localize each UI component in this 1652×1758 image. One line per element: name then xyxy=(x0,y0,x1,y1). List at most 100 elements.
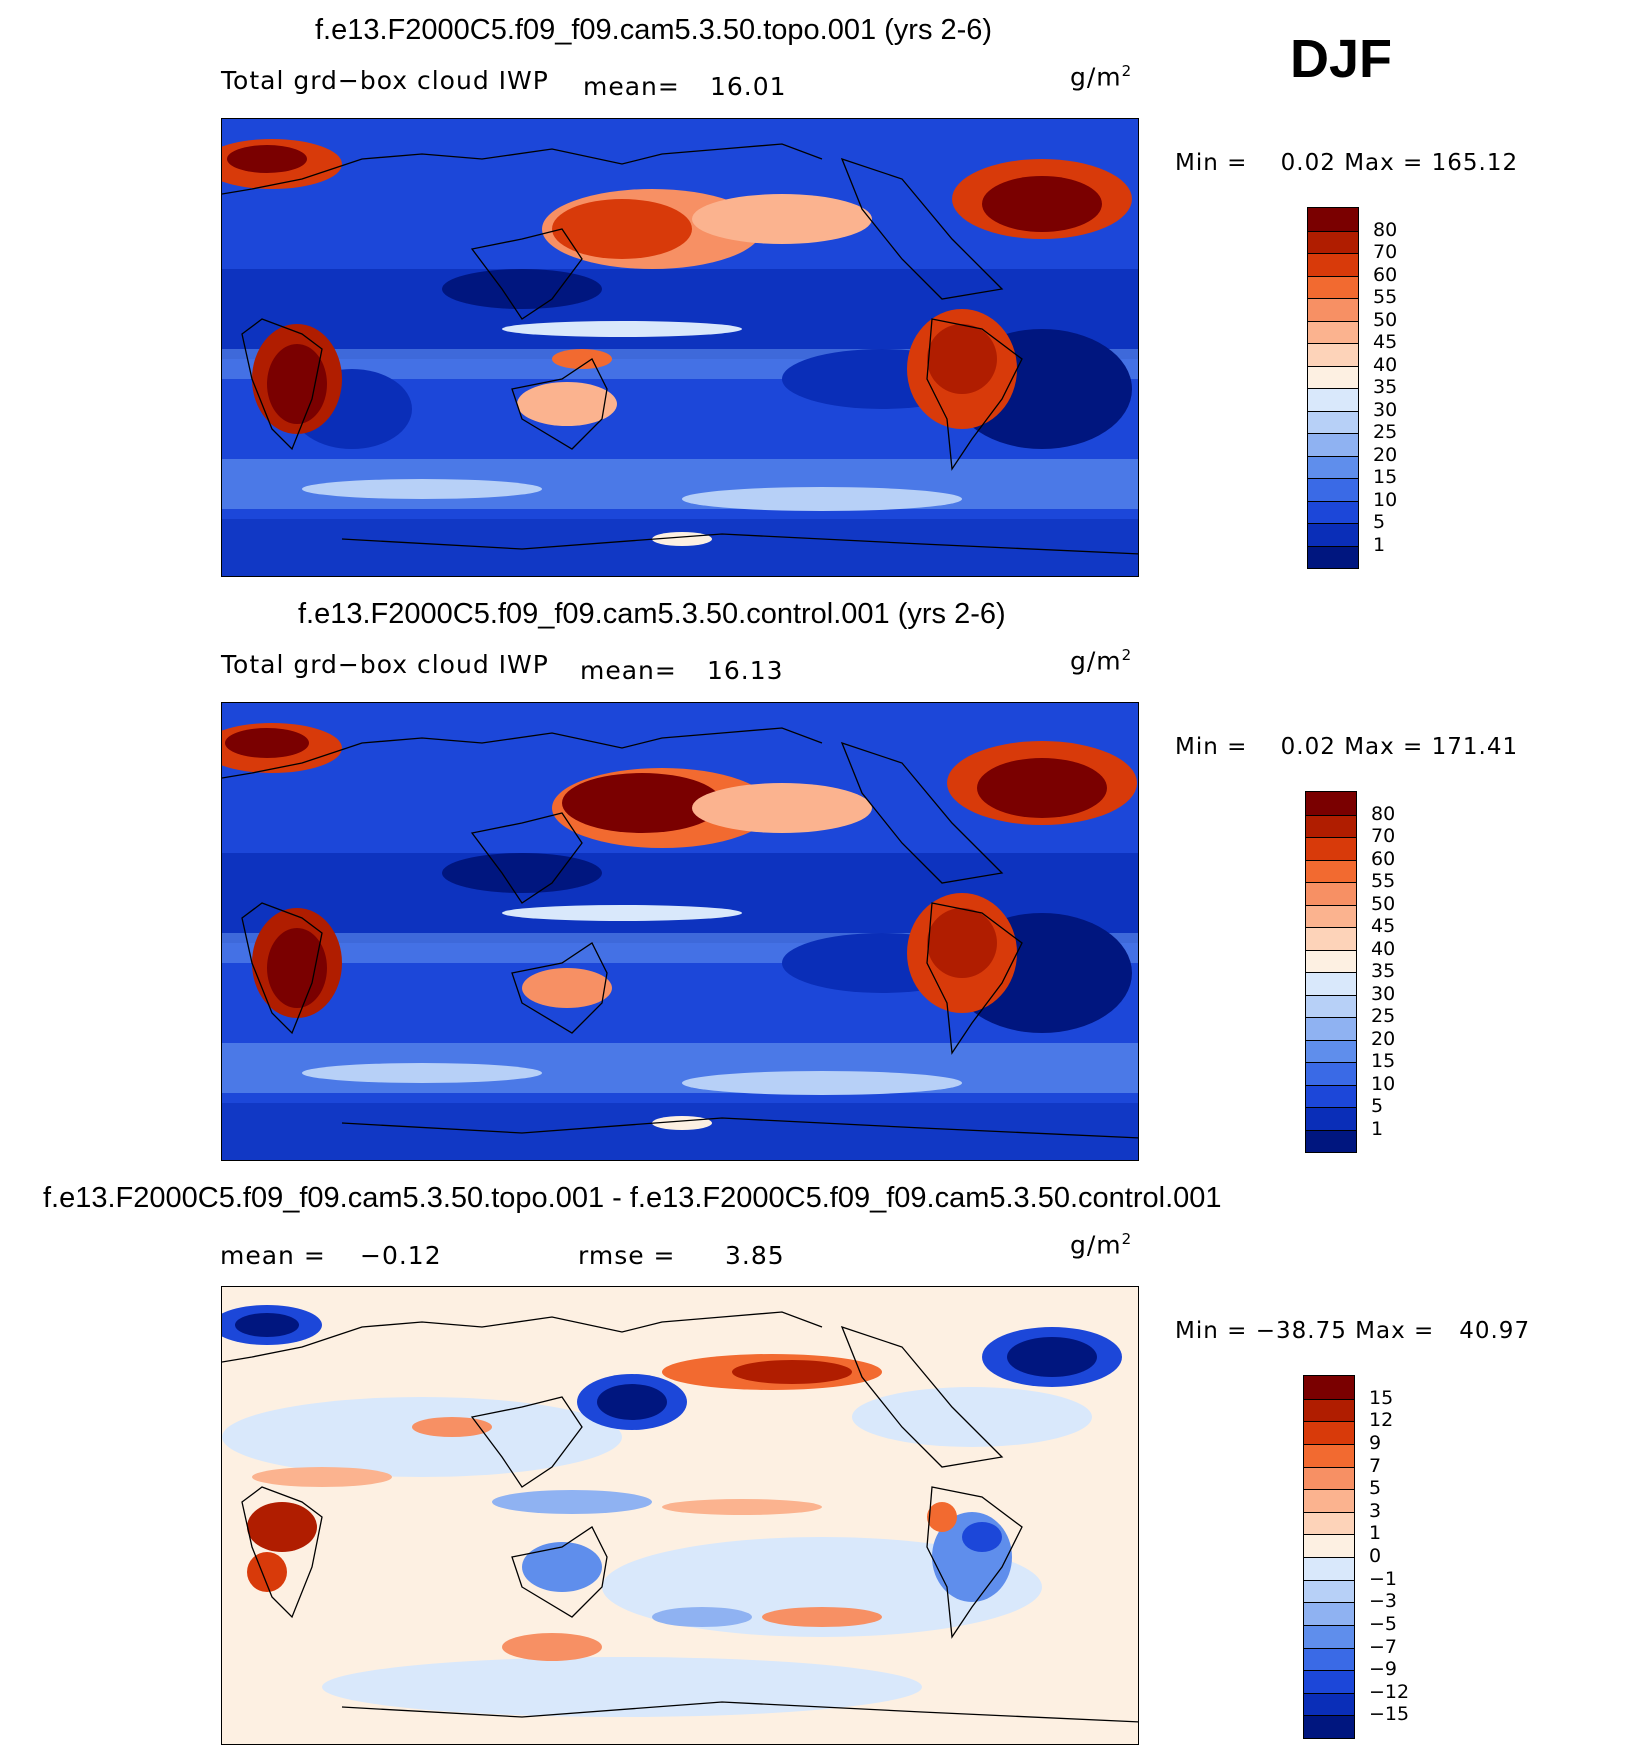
colorbar-swatch xyxy=(1308,455,1358,478)
colorbar-tick-label: 45 xyxy=(1371,915,1396,937)
colorbar-swatch xyxy=(1308,500,1358,523)
panel3-map xyxy=(221,1286,1139,1745)
colorbar-swatch xyxy=(1304,1489,1354,1512)
panel1-max-value: 165.12 xyxy=(1431,150,1519,176)
colorbar-swatch xyxy=(1308,320,1358,343)
colorbar-swatch xyxy=(1306,1084,1356,1107)
colorbar-tick-label: 1 xyxy=(1373,533,1386,556)
panel2-colorbar xyxy=(1305,791,1357,1153)
colorbar-swatch xyxy=(1306,814,1356,837)
panel1-min-label: Min = xyxy=(1175,150,1248,176)
colorbar-swatch xyxy=(1304,1511,1354,1535)
panel3-mean-label: mean = xyxy=(220,1241,326,1270)
colorbar-tick-label: −15 xyxy=(1369,1703,1410,1726)
colorbar-tick-label: 30 xyxy=(1371,982,1396,1005)
colorbar-swatch xyxy=(1306,859,1356,882)
colorbar-tick-label: 10 xyxy=(1371,1072,1396,1095)
colorbar-tick-label: −12 xyxy=(1369,1680,1410,1703)
colorbar-swatch xyxy=(1306,927,1356,950)
colorbar-tick-label: 50 xyxy=(1373,308,1398,331)
panel1-max-label: Max = xyxy=(1344,150,1424,176)
colorbar-tick-label: 1 xyxy=(1371,1117,1384,1140)
panel1-map xyxy=(221,118,1139,577)
panel2-variable: Total grd−box cloud IWP xyxy=(221,650,549,679)
colorbar-swatch xyxy=(1304,1579,1354,1603)
colorbar-swatch xyxy=(1308,433,1358,456)
colorbar-tick-label: −5 xyxy=(1369,1612,1398,1635)
colorbar-swatch xyxy=(1306,904,1356,927)
panel3-map-field xyxy=(222,1287,1138,1744)
colorbar-swatch xyxy=(1306,949,1356,972)
colorbar-tick-label: 10 xyxy=(1373,488,1398,511)
colorbar-swatch xyxy=(1306,792,1356,815)
colorbar-tick-label: 80 xyxy=(1371,802,1396,825)
colorbar-swatch xyxy=(1308,253,1358,276)
colorbar-swatch xyxy=(1308,523,1358,546)
panel3-units: g/m2 xyxy=(1070,1230,1133,1260)
colorbar-swatch xyxy=(1308,298,1358,321)
colorbar-tick-label: 55 xyxy=(1373,286,1398,308)
colorbar-tick-label: 50 xyxy=(1371,892,1396,915)
colorbar-swatch xyxy=(1308,208,1358,231)
colorbar-swatch xyxy=(1306,972,1356,995)
panel2-max-value: 171.41 xyxy=(1431,734,1519,760)
colorbar-swatch xyxy=(1306,837,1356,860)
colorbar-tick-label: 9 xyxy=(1369,1431,1382,1454)
panel1-map-field xyxy=(222,119,1138,576)
panel2-units: g/m2 xyxy=(1070,646,1133,676)
colorbar-swatch xyxy=(1308,410,1358,433)
colorbar-tick-label: 5 xyxy=(1369,1477,1382,1500)
colorbar-tick-label: 0 xyxy=(1369,1545,1382,1567)
colorbar-tick-label: 25 xyxy=(1373,421,1398,443)
colorbar-swatch xyxy=(1304,1602,1354,1625)
panel3-min-label: Min = xyxy=(1175,1318,1248,1344)
panel1-variable: Total grd−box cloud IWP xyxy=(221,66,549,95)
colorbar-tick-label: 70 xyxy=(1373,241,1398,263)
colorbar-tick-label: 45 xyxy=(1373,331,1398,353)
panel1-minmax: Min = 0.02 Max = 165.12 xyxy=(1175,150,1518,176)
panel3-min-value: −38.75 xyxy=(1255,1318,1347,1344)
colorbar-swatch xyxy=(1306,882,1356,905)
panel1-units: g/m2 xyxy=(1070,62,1133,92)
panel3-max-value: 40.97 xyxy=(1459,1318,1531,1344)
panel2-minmax: Min = 0.02 Max = 171.41 xyxy=(1175,734,1518,760)
colorbar-tick-label: 25 xyxy=(1371,1005,1396,1027)
colorbar-swatch xyxy=(1308,343,1358,366)
panel2-title: f.e13.F2000C5.f09_f09.cam5.3.50.control.… xyxy=(298,598,1006,630)
colorbar-tick-label: 20 xyxy=(1371,1027,1396,1050)
panel3-minmax: Min = −38.75 Max = 40.97 xyxy=(1175,1318,1530,1344)
colorbar-tick-label: 60 xyxy=(1371,847,1396,870)
colorbar-tick-label: 15 xyxy=(1369,1386,1394,1409)
panel3-title: f.e13.F2000C5.f09_f09.cam5.3.50.topo.001… xyxy=(43,1182,1222,1214)
panel3-max-label: Max = xyxy=(1355,1318,1435,1344)
colorbar-swatch xyxy=(1304,1557,1354,1580)
season-label: DJF xyxy=(1290,29,1393,89)
colorbar-swatch xyxy=(1304,1421,1354,1444)
panel3-mean-value: −0.12 xyxy=(360,1241,442,1270)
colorbar-swatch xyxy=(1308,230,1358,253)
panel2-max-label: Max = xyxy=(1344,734,1424,760)
panel2-map xyxy=(221,702,1139,1161)
panel2-mean-label: mean= xyxy=(580,656,677,685)
panel1-mean-value: 16.01 xyxy=(710,72,787,101)
panel2-mean-value: 16.13 xyxy=(707,656,784,685)
colorbar-swatch xyxy=(1308,275,1358,298)
colorbar-tick-label: −3 xyxy=(1369,1590,1398,1613)
colorbar-tick-label: −1 xyxy=(1369,1567,1398,1590)
colorbar-swatch xyxy=(1304,1670,1354,1693)
colorbar-tick-label: 1 xyxy=(1369,1522,1382,1545)
panel3-rmse-label: rmse = xyxy=(578,1241,676,1270)
colorbar-tick-label: 30 xyxy=(1373,398,1398,421)
colorbar-swatch xyxy=(1308,545,1358,568)
colorbar-tick-label: −7 xyxy=(1369,1635,1398,1658)
colorbar-tick-label: −9 xyxy=(1369,1658,1398,1681)
panel2-min-value: 0.02 xyxy=(1280,734,1336,760)
colorbar-tick-label: 12 xyxy=(1369,1409,1394,1432)
colorbar-swatch xyxy=(1306,1039,1356,1062)
colorbar-tick-label: 5 xyxy=(1371,1095,1384,1117)
panel1-title: f.e13.F2000C5.f09_f09.cam5.3.50.topo.001… xyxy=(315,14,993,46)
colorbar-tick-label: 3 xyxy=(1369,1499,1382,1522)
colorbar-swatch xyxy=(1304,1398,1354,1422)
colorbar-tick-label: 5 xyxy=(1373,511,1386,533)
colorbar-swatch xyxy=(1304,1715,1354,1738)
